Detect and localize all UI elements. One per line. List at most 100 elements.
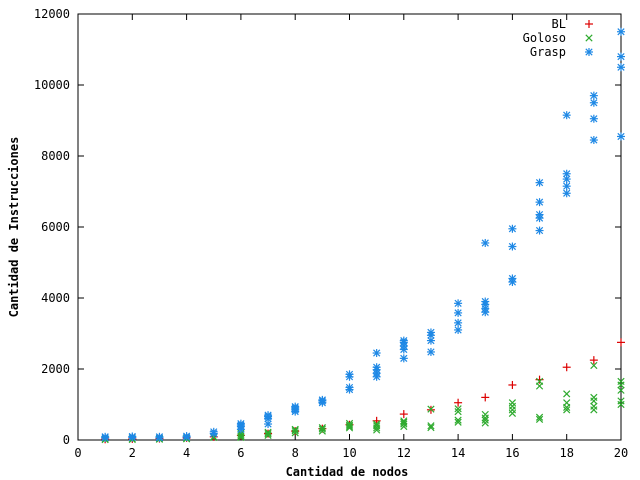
data-point [454, 405, 462, 413]
data-point [399, 336, 408, 345]
marker-stroke [535, 413, 544, 421]
data-point [291, 402, 300, 411]
data-point [589, 136, 598, 145]
marker-stroke [454, 418, 462, 426]
marker-stroke [481, 416, 489, 424]
data-point [345, 421, 354, 429]
y-tick-label: 2000 [41, 362, 70, 376]
legend-label: Grasp [530, 45, 566, 59]
data-point [155, 432, 164, 441]
data-point [454, 418, 462, 426]
data-point [508, 274, 517, 283]
marker-stroke [454, 319, 462, 327]
marker-stroke [427, 405, 435, 413]
data-point [563, 406, 571, 414]
data-point [399, 354, 408, 363]
marker-stroke [535, 198, 544, 206]
data-point [481, 297, 490, 306]
marker-stroke [563, 399, 571, 407]
series-grasp [101, 27, 625, 442]
data-point [427, 423, 435, 432]
x-tick-label: 12 [397, 446, 411, 460]
marker-stroke [427, 422, 435, 430]
data-point [426, 347, 435, 356]
data-points [101, 27, 625, 444]
marker-stroke [454, 405, 462, 413]
marker-stroke [400, 354, 408, 362]
marker-stroke [264, 428, 272, 436]
marker-stroke [590, 361, 598, 370]
data-point [128, 432, 137, 441]
data-point [264, 411, 273, 420]
x-tick-label: 16 [505, 446, 519, 460]
marker-stroke [590, 402, 598, 410]
data-point [562, 363, 571, 372]
data-point [590, 397, 598, 405]
marker-stroke [481, 297, 489, 306]
marker-stroke [345, 421, 354, 429]
legend-marker [585, 48, 593, 56]
data-point [508, 409, 517, 417]
marker-stroke [237, 432, 245, 440]
data-point [589, 114, 598, 123]
y-tick-label: 6000 [41, 220, 70, 234]
marker-stroke [563, 390, 571, 398]
data-point [617, 338, 625, 347]
marker-stroke [508, 274, 517, 283]
data-point [535, 377, 544, 386]
series-goloso [101, 361, 625, 444]
marker-stroke [101, 433, 109, 441]
marker-stroke [590, 115, 598, 123]
data-point [481, 393, 490, 402]
y-tick-label: 10000 [34, 78, 70, 92]
series-bl [101, 338, 625, 444]
marker-stroke [590, 92, 598, 100]
x-tick-label: 10 [342, 446, 356, 460]
marker-stroke [508, 399, 517, 407]
legend-marker [585, 34, 593, 42]
marker-stroke [318, 396, 326, 404]
data-point [590, 402, 598, 410]
data-point [236, 419, 245, 428]
data-point [426, 328, 435, 337]
marker-stroke [563, 111, 571, 119]
data-point [589, 91, 598, 100]
marker-stroke [345, 383, 354, 392]
marker-stroke [481, 239, 489, 247]
data-point [590, 393, 598, 402]
y-tick-label: 0 [63, 433, 70, 447]
data-point [617, 63, 625, 72]
marker-stroke [454, 299, 462, 307]
marker-stroke [454, 416, 462, 424]
marker-stroke [264, 429, 272, 438]
data-point [400, 420, 408, 428]
data-point [563, 390, 571, 398]
data-point [237, 432, 245, 440]
marker-stroke [182, 432, 191, 440]
data-point [372, 363, 381, 372]
marker-stroke [535, 179, 544, 187]
data-point [562, 111, 571, 120]
marker-stroke [345, 370, 354, 378]
marker-stroke [617, 386, 625, 394]
marker-stroke [535, 210, 544, 219]
data-point [345, 419, 354, 427]
marker-stroke [427, 328, 435, 337]
marker-stroke [264, 420, 272, 428]
data-point [617, 52, 625, 61]
marker-stroke [345, 422, 354, 431]
data-point [291, 425, 299, 433]
data-point [372, 349, 381, 358]
data-point [589, 356, 598, 365]
marker-stroke [400, 336, 408, 345]
y-tick-label: 12000 [34, 7, 70, 21]
marker-stroke [508, 225, 517, 233]
marker-stroke [563, 189, 571, 197]
data-point [454, 325, 463, 334]
data-point [399, 410, 408, 419]
x-axis-title: Cantidad de nodos [286, 465, 409, 479]
data-point [182, 432, 191, 441]
marker-stroke [264, 411, 272, 419]
data-point [590, 361, 598, 370]
